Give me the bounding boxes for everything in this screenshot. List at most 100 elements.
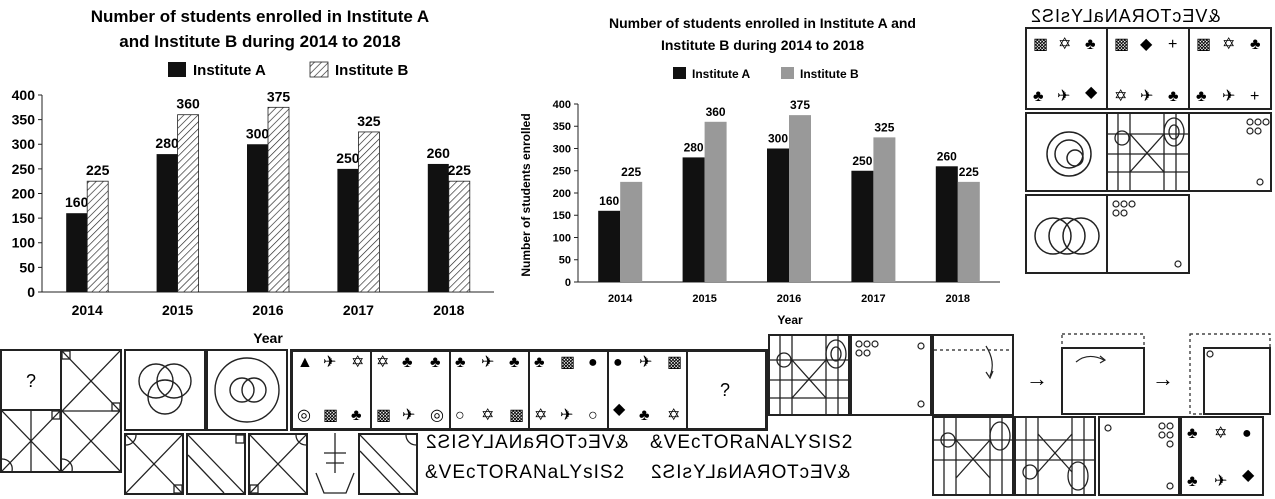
option-figure-2	[186, 433, 246, 495]
x-tick-label: 2014	[72, 302, 103, 318]
bar-institute-b	[873, 137, 896, 282]
legend-label-b: Institute B	[800, 67, 859, 81]
maze-figure	[1106, 112, 1190, 192]
diamond-arrow-icon: ◆	[1085, 84, 1098, 101]
data-label: 325	[357, 113, 381, 129]
data-label: 225	[86, 162, 110, 178]
bar-institute-a	[598, 210, 621, 282]
triangle-pattern-icon	[125, 434, 183, 494]
option-figure-1	[124, 433, 184, 495]
dots-icon	[1246, 118, 1270, 186]
triangle-pattern-icon	[61, 350, 121, 472]
star-of-david-icon: ✡	[351, 354, 365, 371]
option-figure-3	[248, 433, 308, 495]
star-of-david-icon: ✡	[1114, 88, 1128, 105]
symbol-cell-3: ▩ ✡ ♣ ♣ ✈ +	[1188, 27, 1272, 110]
airplane-icon: ✈	[1057, 88, 1071, 105]
y-tick-label: 300	[553, 143, 571, 155]
club-icon: ♣	[1196, 88, 1207, 105]
airplane-icon: ✈	[323, 354, 337, 371]
star-of-david-icon: ✡	[534, 407, 548, 424]
dots-icon	[1104, 422, 1174, 490]
data-label: 360	[176, 96, 200, 112]
question-mark: ?	[720, 380, 731, 400]
medal-icon: ◎	[430, 407, 444, 424]
club-icon: ♣	[1033, 88, 1044, 105]
chart2-xlabel: Year	[777, 313, 803, 327]
data-label: 225	[621, 165, 641, 179]
grid-square-icon: ▩	[376, 407, 392, 424]
club-icon: ♣	[455, 354, 466, 371]
triangle-pattern-icon	[187, 434, 245, 494]
fold-step-1	[932, 334, 1014, 416]
bar-institute-a	[427, 163, 449, 292]
y-tick-label: 300	[12, 136, 36, 152]
plus-icon: +	[1250, 88, 1260, 105]
data-label: 260	[427, 145, 451, 161]
plus-icon: +	[1168, 36, 1178, 53]
club-icon: ♣	[1187, 473, 1198, 490]
seq-cell-answer: ?	[687, 351, 766, 429]
dots-icon	[1112, 200, 1182, 268]
y-tick-label: 100	[553, 232, 571, 244]
x-tick-label: 2016	[252, 302, 283, 318]
maze-icon	[770, 336, 848, 414]
x-tick-label: 2018	[946, 293, 970, 305]
data-label: 360	[706, 105, 726, 119]
airplane-icon: ✈	[1140, 88, 1154, 105]
circle-icon: ○	[455, 407, 465, 424]
fold-icon	[934, 345, 1012, 380]
club-icon: ♣	[1085, 36, 1096, 53]
data-label: 280	[155, 135, 179, 151]
y-tick-label: 50	[559, 255, 571, 267]
airplane-icon: ✈	[639, 354, 653, 371]
grid-square-icon: ▩	[1196, 36, 1212, 53]
y-tick-label: 350	[553, 121, 571, 133]
dots-icon	[855, 340, 925, 408]
bar-institute-a	[247, 144, 268, 292]
data-label: 160	[65, 194, 89, 210]
lamp-figure	[315, 433, 355, 494]
y-tick-label: 400	[553, 99, 571, 111]
data-label: 225	[959, 165, 979, 179]
pattern-figure-large	[60, 349, 122, 473]
chart2-title-line1: Number of students enrolled in Institute…	[609, 15, 916, 31]
club-icon: ♣	[430, 354, 441, 371]
seq-cell-5: ● ✈ ▩ ◆ ♣ ✡	[608, 351, 687, 429]
x-tick-label: 2018	[433, 302, 464, 318]
dots-figure	[1188, 112, 1272, 192]
x-tick-label: 2014	[608, 293, 633, 305]
triangle-pattern-icon	[1, 410, 61, 472]
legend-swatch-b	[309, 61, 329, 78]
star-of-david-icon: ✡	[481, 407, 495, 424]
chart2-ylabel: Number of students enrolled	[519, 113, 533, 276]
y-tick-label: 0	[565, 277, 571, 289]
diamond-arrow-icon: ◆	[1242, 467, 1255, 484]
bar-institute-b	[957, 181, 980, 282]
bar-institute-a	[935, 166, 958, 282]
option-figure-4	[358, 433, 418, 495]
data-label: 300	[768, 132, 788, 146]
y-tick-label: 400	[12, 87, 36, 103]
question-cell-left: ?	[0, 349, 62, 411]
dots-figure-3	[850, 334, 932, 416]
bar-institute-b	[789, 115, 811, 282]
seq-cell-1: ▲ ✈ ✡ ◎ ▩ ♣	[292, 351, 371, 429]
pattern-figure-lower-left	[0, 409, 62, 473]
legend-label-a: Institute A	[692, 67, 751, 81]
bar-institute-b	[448, 180, 471, 293]
bar-institute-a	[156, 154, 178, 292]
chart2-title-line2: Institute B during 2014 to 2018	[660, 37, 865, 53]
data-label: 250	[852, 154, 872, 168]
x-tick-label: 2016	[777, 293, 801, 305]
airplane-icon: ✈	[402, 407, 416, 424]
legend-label-a: Institute A	[193, 62, 266, 79]
club-icon: ♣	[534, 354, 545, 371]
legend-swatch-a	[673, 67, 686, 79]
dots-figure-2	[1106, 194, 1190, 274]
star-of-david-icon: ✡	[1222, 36, 1236, 53]
club-icon: ♣	[1250, 36, 1261, 53]
chart1-title: Number of students enrolled in Institute…	[30, 4, 490, 54]
seq-cell-3: ♣ ✈ ♣ ○ ✡ ▩	[450, 351, 529, 429]
data-label: 300	[246, 125, 270, 141]
